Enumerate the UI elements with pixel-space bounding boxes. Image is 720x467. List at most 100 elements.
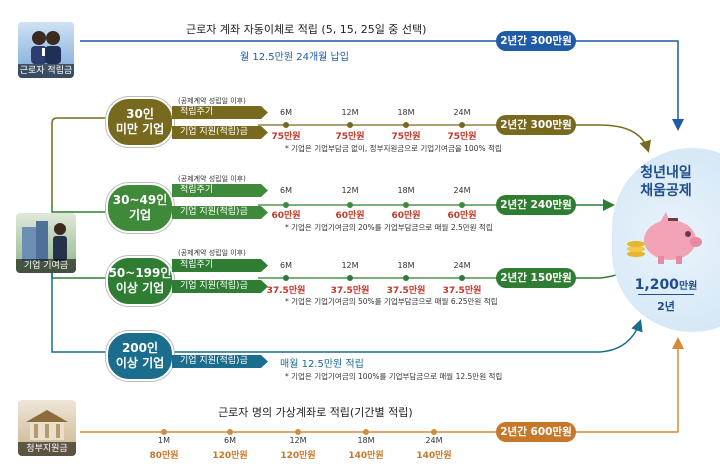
tier4-note: * 기업은 기업기여금의 100%를 기업부담금으로 매월 12.5만원 적립 — [285, 372, 503, 381]
tier2-month-3: 18M — [397, 186, 415, 195]
fund-amount-row: 1,200만원 — [616, 274, 716, 293]
tier3-total-pill: 2년간 150만원 — [496, 268, 576, 288]
tier2-name-line1: 30~49인 — [112, 193, 168, 207]
tier2-dot-2 — [347, 202, 353, 208]
tier4-box: 200인 이상 기업 — [106, 331, 174, 381]
gov-month-2: 6M — [224, 436, 236, 445]
gov-month-4: 18M — [357, 436, 375, 445]
fund-period: 2년 — [657, 300, 675, 313]
gov-dot-3 — [295, 429, 301, 435]
tier3-dot-2 — [347, 275, 353, 281]
tier3-dot-1 — [283, 275, 289, 281]
tier1-dot-1 — [283, 122, 289, 128]
gov-month-1: 1M — [158, 436, 170, 445]
government-total-pill: 2년간 600만원 — [496, 422, 576, 442]
fund-title-line2: 채움공제 — [640, 183, 692, 199]
tier2-amount-2: 60만원 — [335, 211, 365, 221]
government-title: 근로자 명의 가상계좌로 적립(기간별 적립) — [218, 406, 413, 419]
tier2-box: 30~49인 기업 — [106, 183, 174, 233]
tier1-month-2: 12M — [341, 108, 359, 117]
tier1-dot-3 — [403, 122, 409, 128]
tier3-amount-1: 37.5만원 — [266, 286, 306, 296]
tier3-dot-3 — [403, 275, 409, 281]
tier1-month-4: 24M — [453, 108, 471, 117]
tier2-month-1: 6M — [280, 186, 292, 195]
worker-actor: 근로자 적립금 — [18, 22, 74, 78]
tier3-cycle-arrow: 적립주기 — [172, 259, 268, 272]
gov-dot-5 — [431, 429, 437, 435]
piggy-bank-icon — [627, 212, 702, 264]
tier2-amount-3: 60만원 — [391, 211, 421, 221]
company-actor: 기업 기여금 — [16, 213, 76, 273]
tier1-month-3: 18M — [397, 108, 415, 117]
worker-subtitle: 월 12.5만원 24개월 납입 — [240, 52, 349, 63]
worker-label: 근로자 적립금 — [18, 64, 74, 78]
tier3-dot-4 — [459, 275, 465, 281]
fund-amount: 1,200 — [634, 277, 679, 293]
gov-dot-1 — [161, 429, 167, 435]
tier3-month-3: 18M — [397, 261, 415, 270]
tier1-total-pill: 2년간 300만원 — [496, 115, 576, 135]
government-actor: 청부지원금 — [18, 400, 76, 456]
tier1-amount-2: 75만원 — [335, 132, 365, 142]
tier1-box: 30인 미만 기업 — [106, 97, 174, 147]
tier1-month-1: 6M — [280, 108, 292, 117]
company-building-icon — [22, 221, 67, 261]
fund-title-line1: 청년내일 — [640, 165, 692, 181]
gov-dot-4 — [363, 429, 369, 435]
tier3-amount-2: 37.5만원 — [330, 286, 370, 296]
tier2-contract-note: (공제계약 성립일 이후) — [178, 175, 246, 183]
fund-circle: 청년내일 채움공제 1,200만원 2년 — [612, 148, 720, 332]
government-label: 청부지원금 — [18, 442, 76, 456]
tier1-support-arrow: 기업 지원(적립)금 — [172, 126, 268, 139]
tier2-total-pill: 2년간 240만원 — [496, 195, 576, 215]
tier1-amount-1: 75만원 — [271, 132, 301, 142]
tier4-monthly: 매월 12.5만원 적립 — [280, 359, 364, 370]
tier1-name-line1: 30인 — [126, 107, 154, 121]
tier2-note: * 기업은 기업기여금의 20%를 기업부담금으로 매월 2.5만원 적립 — [285, 223, 493, 232]
tier3-contract-note: (공제계약 성립일 이후) — [178, 249, 246, 257]
tier2-month-4: 24M — [453, 186, 471, 195]
gov-dot-2 — [227, 429, 233, 435]
tier1-amount-4: 75만원 — [447, 132, 477, 142]
tier2-name-line2: 기업 — [128, 208, 152, 222]
gov-amount-1: 80만원 — [149, 451, 179, 461]
tier1-amount-3: 75만원 — [391, 132, 421, 142]
tier3-month-2: 12M — [341, 261, 359, 270]
gov-month-5: 24M — [425, 436, 443, 445]
tier2-month-2: 12M — [341, 186, 359, 195]
worker-title: 근로자 계좌 자동이체로 적립 (5, 15, 25일 중 선택) — [186, 23, 427, 36]
gov-amount-4: 140만원 — [348, 451, 384, 461]
tier1-note: * 기업은 기업부담금 없이, 정부지원금으로 기업기여금을 100% 적립 — [285, 144, 502, 153]
worker-total-pill: 2년간 300만원 — [496, 31, 576, 51]
fund-divider — [638, 294, 694, 295]
tier2-amount-4: 60만원 — [447, 211, 477, 221]
tier2-dot-4 — [459, 202, 465, 208]
tier3-amount-3: 37.5만원 — [386, 286, 426, 296]
tier1-contract-note: (공제계약 성립일 이후) — [178, 97, 246, 105]
tier3-month-4: 24M — [453, 261, 471, 270]
tier4-name-line1: 200인 — [121, 341, 159, 355]
tier1-name-line2: 미만 기업 — [115, 122, 165, 136]
tier4-name-line2: 이상 기업 — [115, 356, 165, 370]
tier3-month-1: 6M — [280, 261, 292, 270]
tier1-cycle-arrow: 적립주기 — [172, 106, 268, 119]
gov-amount-2: 120만원 — [212, 451, 248, 461]
tier2-dot-3 — [403, 202, 409, 208]
tier3-support-arrow: 기업 지원(적립)금 — [172, 280, 268, 293]
tier3-name-line2: 이상 기업 — [115, 281, 165, 295]
gov-amount-5: 140만원 — [416, 451, 452, 461]
government-building-icon — [26, 410, 68, 440]
company-label: 기업 기여금 — [16, 259, 76, 273]
tier2-amount-1: 60만원 — [271, 211, 301, 221]
tier3-name-line1: 50~199인 — [108, 266, 172, 280]
tier3-box: 50~199인 이상 기업 — [106, 256, 174, 306]
tier2-support-arrow: 기업 지원(적립)금 — [172, 206, 268, 219]
tier3-amount-4: 37.5만원 — [442, 286, 482, 296]
tier1-dot-4 — [459, 122, 465, 128]
tier1-dot-2 — [347, 122, 353, 128]
tier3-note: * 기업은 기업기여금의 50%를 기업부담금으로 매월 6.25만원 적립 — [285, 297, 498, 306]
workers-icon — [31, 31, 61, 64]
gov-month-3: 12M — [289, 436, 307, 445]
tier4-support-arrow: 기업 지원(적립)금 — [172, 355, 268, 368]
